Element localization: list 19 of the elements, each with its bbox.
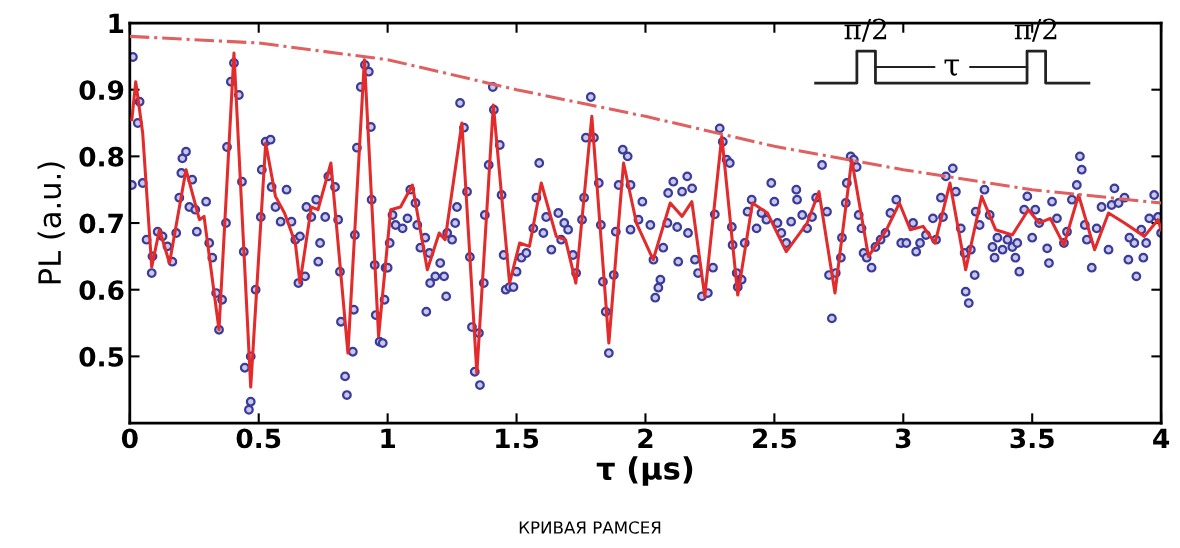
x-tick-label: 0.5 (236, 428, 281, 449)
x-tick-label: 1 (381, 428, 395, 448)
y-tick-label: 0.5 (79, 346, 124, 367)
y-tick-label: 0.8 (79, 146, 124, 167)
y-tick-label: 1 (109, 13, 124, 34)
x-tick-label: 3.5 (1010, 428, 1054, 449)
x-tick-label: 1.5 (496, 428, 539, 449)
x-tick-label: 2.5 (753, 428, 796, 449)
text: КРИВАЯ РАМСЕЯ (519, 521, 661, 534)
x-tick-label: 2 (638, 428, 653, 448)
y-axis-title: PL (a.u.) (37, 162, 65, 284)
annotation: τ (944, 59, 960, 76)
y-tick-label: 0.7 (79, 213, 123, 234)
x-tick-label: 0 (121, 428, 138, 449)
y-tick-label: 0.6 (79, 280, 124, 301)
x-axis-title: τ (μs) (596, 456, 693, 486)
x-tick-label: 3 (895, 428, 911, 449)
y-tick-label: 0.9 (79, 80, 124, 101)
x-tick-label: 4 (1153, 428, 1170, 448)
